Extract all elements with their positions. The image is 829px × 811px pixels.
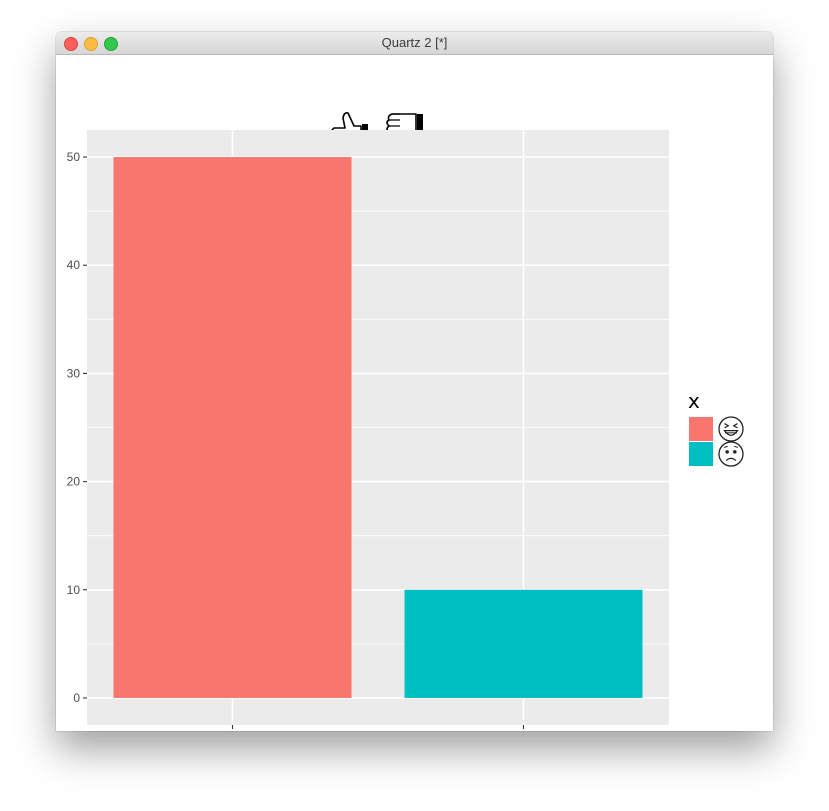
legend: x 😆😟 [688, 389, 744, 467]
y-tick-label: 40 [67, 258, 81, 272]
window-title: Quartz 2 [*] [381, 35, 448, 50]
legend-title: x [688, 389, 700, 413]
bar [404, 589, 643, 698]
y-tick-label: 0 [73, 691, 80, 705]
bars [113, 157, 643, 698]
y-axis: 0 10 20 30 40 50 [67, 150, 87, 705]
y-tick-label: 30 [67, 366, 81, 380]
legend-key [689, 417, 713, 441]
zoom-window-button[interactable] [104, 37, 118, 51]
y-tick-label: 20 [67, 475, 81, 489]
title-bar[interactable]: Quartz 2 [*] [56, 32, 773, 55]
legend-key [689, 442, 713, 466]
bar [113, 157, 352, 698]
legend-label-laughing-face-icon: 😆 [718, 416, 744, 442]
minimize-window-button[interactable] [84, 37, 98, 51]
y-tick-label: 10 [67, 583, 81, 597]
legend-label-worried-face-icon: 😟 [718, 441, 744, 467]
y-tick-label: 50 [67, 150, 81, 164]
close-window-button[interactable] [64, 37, 78, 51]
x-axis: 😆😟 [231, 725, 525, 729]
